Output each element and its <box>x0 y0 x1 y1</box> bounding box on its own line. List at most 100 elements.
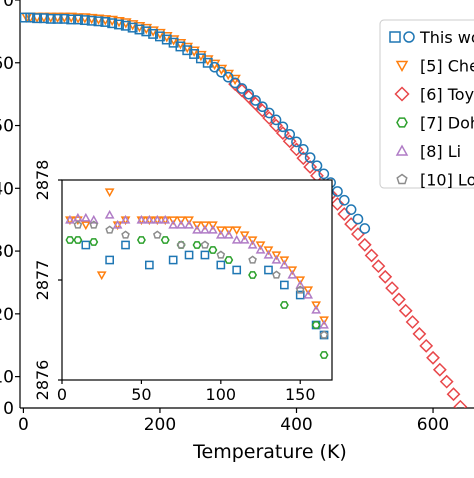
data-point <box>289 142 304 157</box>
inset-data-point <box>200 224 210 234</box>
inset-y-tick-label: 2877 <box>33 260 52 301</box>
data-point <box>419 338 434 353</box>
inset-data-point <box>176 219 186 229</box>
legend-marker <box>394 86 410 102</box>
data-point <box>398 303 413 318</box>
inset-data-point <box>200 250 210 260</box>
data-point <box>304 152 316 163</box>
inset-data-point <box>295 285 305 294</box>
data-point <box>338 194 350 206</box>
inset-data-point <box>231 226 242 236</box>
inset-data-point <box>184 219 194 229</box>
inset-data-point <box>224 256 234 264</box>
x-tick-label: 400 <box>280 415 312 435</box>
data-point <box>127 22 138 33</box>
inset-data-point <box>65 236 75 244</box>
inset-data-point <box>232 265 242 275</box>
inset-data-point <box>271 251 282 261</box>
data-point <box>344 217 359 231</box>
x-axis-label: Temperature (K) <box>192 441 347 463</box>
data-point <box>161 34 172 45</box>
inset-data-point <box>89 238 99 246</box>
inset-data-point <box>255 241 266 251</box>
data-point <box>263 107 275 119</box>
data-point <box>209 61 220 73</box>
data-point <box>52 13 63 24</box>
inset-data-point <box>73 220 83 229</box>
data-point <box>378 269 393 284</box>
inset-data-point <box>89 220 99 229</box>
inset-data-point <box>184 250 194 260</box>
legend-marker <box>395 60 409 73</box>
data-point <box>73 14 83 25</box>
inset-data-point <box>319 319 329 329</box>
inset-data-point <box>311 321 321 329</box>
data-point <box>352 213 364 225</box>
data-point <box>59 13 70 24</box>
inset-data-point <box>192 241 202 249</box>
inset-data-point <box>255 244 266 254</box>
inset-data-point <box>223 226 234 236</box>
data-point <box>148 28 159 39</box>
y-tick-label: 40 <box>0 179 14 199</box>
data-point <box>405 315 420 329</box>
inset-data-point <box>239 234 250 244</box>
legend-label: [5] Che <box>420 57 474 76</box>
inset-data-point <box>311 301 321 311</box>
inset-data-point <box>263 249 274 259</box>
inset-data-point <box>264 265 273 275</box>
series-0 <box>20 12 371 234</box>
data-point <box>243 88 255 100</box>
inset-data-point <box>112 219 123 229</box>
inset-data-point <box>80 212 91 222</box>
data-point <box>332 186 343 197</box>
data-point <box>432 362 447 377</box>
legend-marker <box>396 173 408 185</box>
data-point <box>284 128 296 140</box>
data-point <box>86 15 97 26</box>
data-point <box>297 144 309 155</box>
inset-data-point <box>287 269 298 279</box>
legend: This wo [5] Che [6] Toy [7] Doh [8] Li [10] L… <box>379 19 474 190</box>
data-point <box>337 207 352 221</box>
data-point <box>66 14 77 25</box>
y-tick-label: 50 <box>0 117 14 137</box>
inset-data-point <box>96 271 107 281</box>
data-point <box>303 160 318 174</box>
inset-data-point <box>263 246 274 256</box>
data-point <box>461 413 473 425</box>
inset-data-point <box>152 214 163 224</box>
inset-data-point <box>319 316 329 326</box>
data-point <box>32 13 43 24</box>
data-point <box>291 136 302 148</box>
x-tick-label: 0 <box>18 415 29 435</box>
data-point <box>79 15 90 26</box>
inset-data-point <box>311 304 321 314</box>
inset-data-point <box>239 231 250 241</box>
inset-data-point <box>144 214 155 224</box>
inset-data-point <box>295 279 306 289</box>
data-point <box>141 26 152 37</box>
inset-data-point <box>247 236 258 246</box>
y-tick-label: 30 <box>0 242 14 262</box>
data-point <box>345 204 357 215</box>
inset-data-point <box>200 221 210 231</box>
inset-x-tick-label: 100 <box>206 385 237 404</box>
data-point <box>45 13 56 24</box>
inset-data-point <box>208 221 218 231</box>
inset-data-point <box>192 224 202 234</box>
data-point <box>453 399 468 408</box>
data-point <box>364 248 379 263</box>
inset-data-point <box>73 236 83 244</box>
data-point <box>257 101 268 113</box>
inset-data-point <box>168 216 179 226</box>
inset-data-point <box>248 255 257 264</box>
inset-data-point <box>223 229 234 239</box>
inset-y-tick-label: 2876 <box>33 360 52 401</box>
data-point <box>229 77 241 89</box>
inset-data-point <box>279 256 290 266</box>
data-point <box>270 114 282 126</box>
inset-data-point <box>319 330 329 339</box>
inset-y-tick-label: 2878 <box>33 160 52 201</box>
